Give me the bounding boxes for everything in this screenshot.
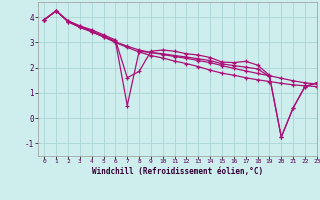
- X-axis label: Windchill (Refroidissement éolien,°C): Windchill (Refroidissement éolien,°C): [92, 167, 263, 176]
